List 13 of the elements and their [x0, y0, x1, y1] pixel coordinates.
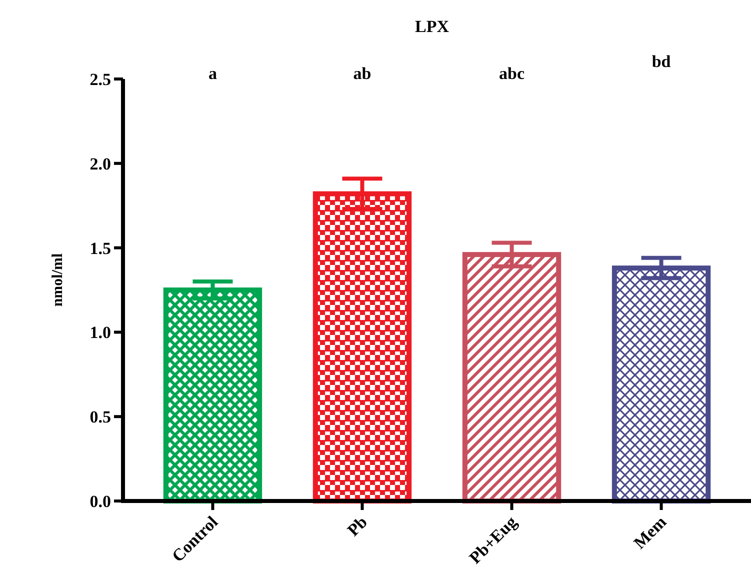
annotation: abc	[499, 64, 525, 83]
y-tick-label: 1.0	[90, 323, 111, 342]
annotation: a	[208, 64, 218, 83]
y-tick-label: 1.5	[90, 238, 111, 258]
text: bd	[652, 52, 672, 71]
y-tick-label: 2.5	[90, 70, 111, 89]
chart-title: LPX	[415, 17, 450, 36]
annotation: ab	[353, 64, 372, 83]
y-tick-label: 0.0	[90, 492, 111, 511]
y-tick-label: 0.5	[90, 408, 111, 427]
x-tick-label: Pb	[344, 512, 372, 540]
y-axis-title: nmol/ml	[50, 253, 66, 307]
y-tick-label: 2.0	[90, 154, 111, 174]
